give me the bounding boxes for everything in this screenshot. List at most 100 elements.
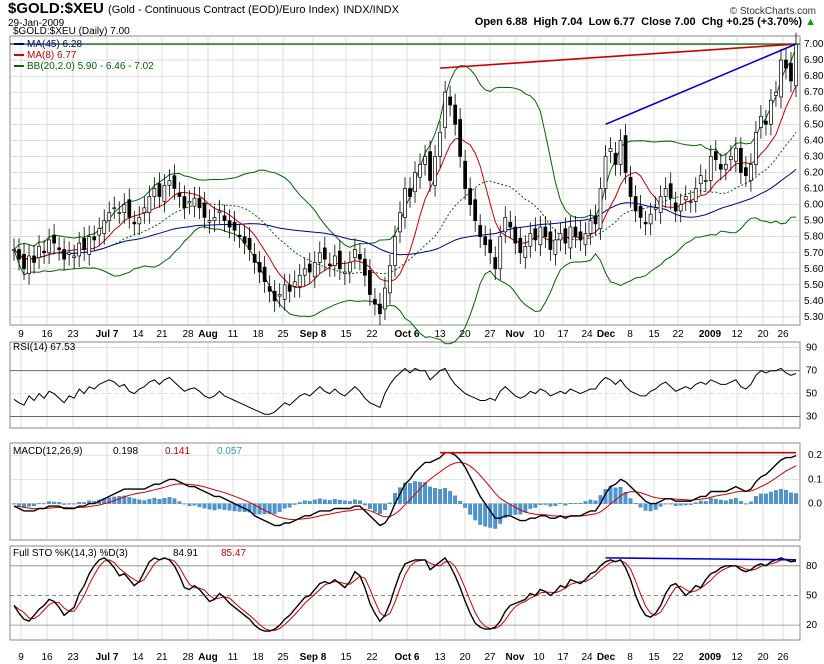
candle-down: [257, 262, 262, 273]
candle-down: [563, 228, 568, 244]
candle-up: [774, 91, 778, 96]
macd-histogram-bar: [774, 490, 778, 504]
brand-link[interactable]: © StockCharts.com: [729, 6, 816, 17]
candle-down: [463, 160, 468, 189]
sto-title: Full STO %K(14,3) %D(3): [13, 548, 128, 559]
candle-down: [543, 226, 548, 238]
x-tick-label: 16: [41, 652, 53, 663]
candle-up: [443, 91, 447, 128]
x-tick-label: 18: [252, 652, 264, 663]
candle-up: [347, 262, 352, 273]
y-tick-label: 5.80: [804, 232, 824, 243]
macd-histogram-bar: [743, 503, 748, 505]
candle-up: [598, 188, 603, 230]
high-value: 7.04: [561, 16, 583, 28]
candle-down: [82, 237, 87, 250]
candle-down: [157, 183, 162, 197]
x-tick-label: 22: [672, 652, 684, 663]
macd-histogram-bar: [177, 501, 182, 504]
legend-entry: MA(45) 6.28: [27, 39, 82, 50]
candle-down: [32, 255, 36, 263]
macd-histogram-bar: [628, 498, 633, 504]
open-label: Open: [474, 16, 503, 28]
panel-1-frame: [9, 341, 801, 429]
x-tick-label: 20: [459, 652, 471, 663]
x-tick-label: Nov: [506, 329, 525, 340]
candle-down: [62, 249, 66, 260]
x-tick-label: 26: [777, 652, 789, 663]
y-tick-label: 5.30: [804, 312, 824, 323]
chart-date: 29-Jan-2009: [8, 18, 65, 29]
candle-down: [17, 249, 21, 260]
candle-up: [528, 233, 533, 247]
y-tick-label: 7.00: [804, 39, 824, 50]
y-tick-label: 5.90: [804, 216, 824, 227]
candle-up: [398, 212, 402, 233]
candle-up: [794, 43, 798, 87]
macd-histogram-bar: [448, 491, 453, 504]
y-tick-label: 5.70: [804, 248, 824, 259]
macd-histogram-bar: [357, 500, 362, 504]
x-tick-label: Dec: [597, 652, 616, 663]
candle-up: [603, 156, 608, 189]
candle-up: [393, 236, 397, 266]
rsi-tick-label: 50: [806, 389, 818, 400]
macd-histogram-bar: [373, 503, 377, 512]
x-tick-label: Aug: [198, 329, 217, 340]
x-tick-label: 23: [67, 329, 79, 340]
macd-histogram-bar: [723, 500, 728, 504]
candle-up: [698, 175, 703, 185]
macd-histogram-bar: [142, 500, 147, 504]
x-tick-label: 25: [277, 329, 289, 340]
candle-down: [222, 215, 227, 221]
candle-down: [368, 270, 372, 295]
rsi-title: RSI(14) 67.53: [13, 342, 76, 353]
macd-histogram-bar: [202, 503, 207, 509]
candle-up: [167, 180, 172, 186]
macd-histogram-bar: [713, 498, 718, 504]
macd-histogram-bar: [463, 503, 468, 508]
candle-up: [353, 249, 357, 258]
macd-legend-value: 0.198: [113, 446, 138, 457]
y-tick-label: 6.20: [804, 167, 824, 178]
rsi-line: [13, 367, 797, 415]
candle-up: [77, 242, 82, 257]
candle-up: [212, 217, 217, 221]
macd-histogram-bar: [733, 498, 738, 504]
candle-down: [518, 237, 523, 254]
macd-histogram-bar: [433, 488, 437, 504]
legend-entry: MA(8) 6.77: [27, 50, 77, 61]
candle-up: [112, 207, 117, 210]
macd-histogram-bar: [82, 502, 87, 504]
sto-tick-label: 20: [806, 620, 818, 631]
candle-down: [623, 135, 628, 173]
candle-up: [207, 220, 212, 223]
macd-histogram-bar: [708, 497, 713, 504]
macd-histogram-bar: [378, 503, 382, 514]
candle-down: [247, 237, 252, 250]
chg-value: +0.25 (+3.70%): [726, 16, 803, 28]
macd-histogram-bar: [307, 501, 312, 504]
macd-histogram-bar: [383, 503, 387, 511]
macd-histogram-bar: [277, 503, 282, 512]
candle-up: [142, 207, 147, 213]
macd-histogram-bar: [167, 497, 172, 504]
candle-down: [227, 220, 232, 228]
rsi-tick-label: 30: [806, 412, 818, 423]
macd-histogram-bar: [77, 501, 82, 504]
x-tick-label: 12: [731, 329, 743, 340]
y-tick-label: 6.90: [804, 55, 824, 66]
macd-histogram-bar: [478, 503, 483, 525]
macd-histogram-bar: [764, 493, 768, 504]
macd-histogram-bar: [703, 501, 708, 504]
x-tick-label: 8: [627, 329, 633, 340]
candle-down: [363, 258, 367, 276]
x-tick-label: 2009: [699, 329, 722, 340]
candle-up: [12, 249, 16, 251]
x-tick-label: 28: [182, 329, 194, 340]
macd-histogram-bar: [162, 497, 167, 504]
macd-histogram-bar: [658, 503, 663, 507]
macd-histogram-bar: [779, 489, 783, 504]
macd-histogram-bar: [653, 503, 658, 510]
